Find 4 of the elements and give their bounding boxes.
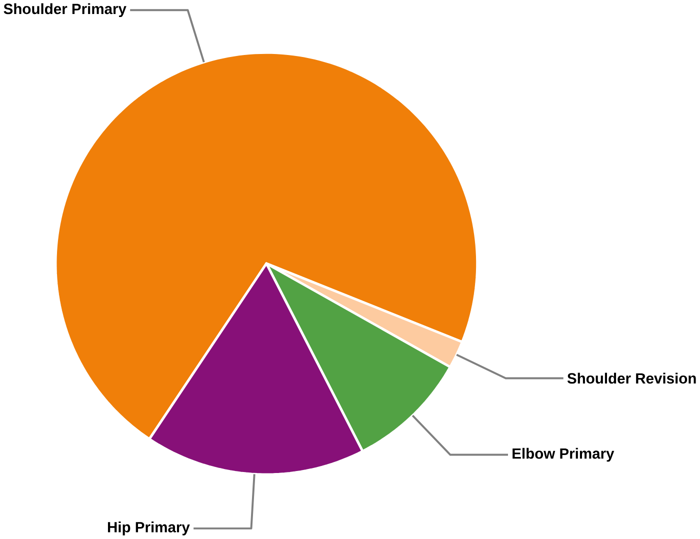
slice-label: Elbow Primary bbox=[512, 448, 614, 462]
slice-label: Shoulder Revision bbox=[567, 372, 696, 384]
slice-label: Shoulder Primary bbox=[4, 3, 126, 18]
slice-label: Hip Primary bbox=[108, 522, 190, 536]
